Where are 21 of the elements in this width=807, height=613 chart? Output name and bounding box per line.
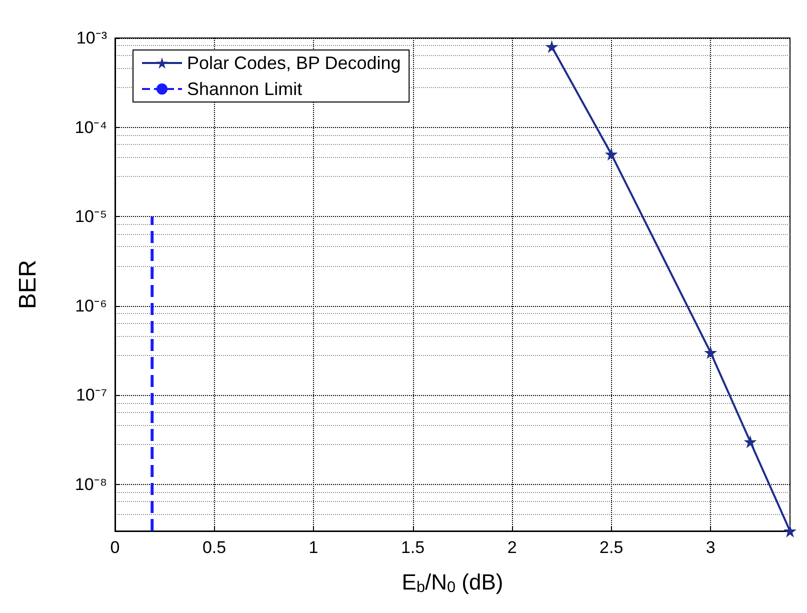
x-tick-label: 0 bbox=[110, 538, 120, 557]
legend-label: Polar Codes, BP Decoding bbox=[187, 53, 401, 73]
point bbox=[784, 524, 796, 538]
y-tick-label: 10⁻⁶ bbox=[75, 296, 107, 316]
y-tick-label: 10⁻⁸ bbox=[74, 474, 107, 494]
x-tick-label: 1 bbox=[308, 538, 318, 557]
x-tick-label: 1.5 bbox=[400, 538, 425, 557]
point bbox=[704, 346, 718, 359]
point bbox=[744, 435, 757, 448]
point bbox=[604, 148, 618, 161]
y-axis-title: BER bbox=[14, 260, 42, 310]
y-tick-label: 10⁻⁴ bbox=[74, 118, 107, 137]
y-tick-label: 10⁻⁵ bbox=[75, 207, 107, 226]
point bbox=[545, 40, 558, 54]
y-tick-label: 10⁻³ bbox=[76, 28, 108, 48]
legend-label: Shannon Limit bbox=[187, 79, 302, 99]
x-tick-label: 2 bbox=[507, 538, 517, 557]
x-tick-label: 3 bbox=[706, 538, 716, 557]
y-tick-label: 10⁻⁷ bbox=[76, 386, 107, 405]
x-tick-label: 0.5 bbox=[202, 538, 226, 557]
x-tick-label: 2.5 bbox=[600, 538, 624, 557]
